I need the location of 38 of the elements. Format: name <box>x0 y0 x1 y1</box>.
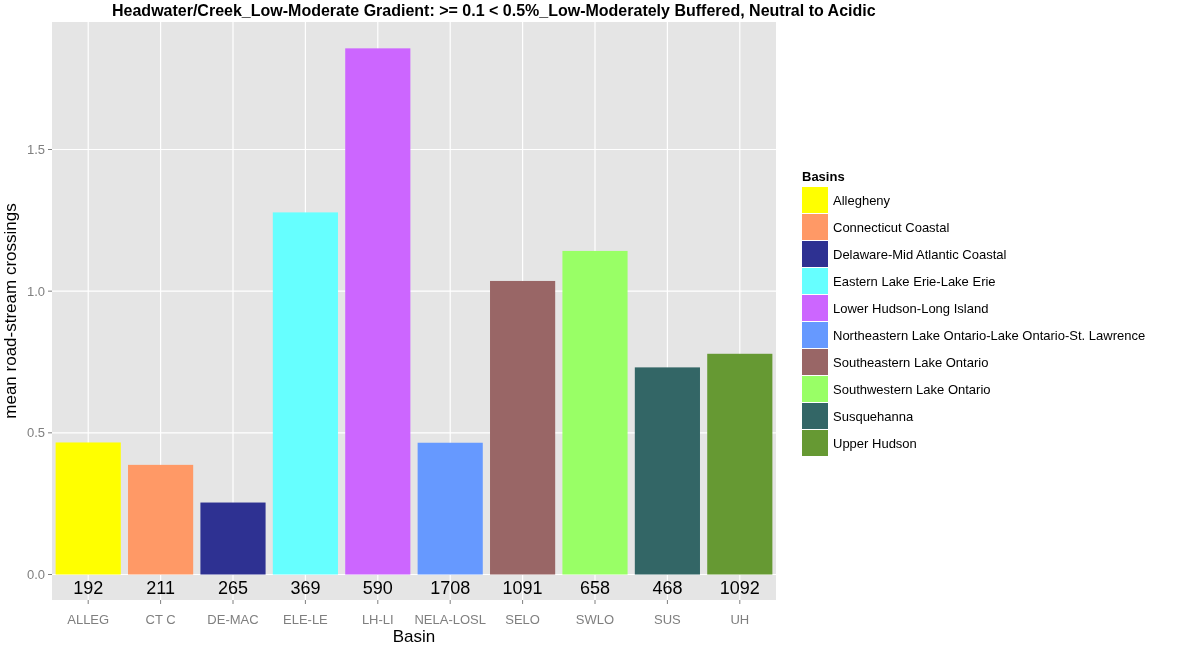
annotation: 1092 <box>719 577 760 598</box>
annotation: 192 <box>73 577 104 598</box>
legend-label: Southwestern Lake Ontario <box>833 381 991 397</box>
x-tick-label: NELA-LOSL <box>414 612 486 627</box>
annotation: 265 <box>217 577 249 598</box>
x-tick-label: SELO <box>505 612 540 627</box>
annotation: 590 <box>362 577 393 598</box>
x-tick-label: UH <box>730 612 750 627</box>
annotation: 658 <box>579 577 611 598</box>
y-tick-label: 1.5 <box>26 142 45 158</box>
x-tick-label: CT C <box>145 612 176 627</box>
x-axis-title: Basin <box>392 627 436 646</box>
annotation: 1091 <box>502 577 543 598</box>
x-tick-label: ELE-LE <box>282 612 329 627</box>
legend-label: Allegheny <box>833 192 891 208</box>
y-tick-label: 0.5 <box>26 425 45 441</box>
legend-label: Northeastern Lake Ontario-Lake Ontario-St. Lawrence <box>833 327 1146 343</box>
x-tick-label: LH-LI <box>361 612 394 627</box>
annotation: 369 <box>290 577 321 598</box>
x-tick-label: ALLEG <box>67 612 110 627</box>
y-tick-label: 0.0 <box>26 567 45 583</box>
legend-label: Upper Hudson <box>833 435 917 451</box>
annotation: 1708 <box>430 577 471 598</box>
legend-label: Connecticut Coastal <box>833 219 950 235</box>
x-tick-label: DE-MAC <box>207 612 259 627</box>
legend-label: Southeastern Lake Ontario <box>833 354 989 370</box>
x-tick-label: SWLO <box>575 612 615 627</box>
legend-label: Eastern Lake Erie-Lake Erie <box>833 273 996 289</box>
legend-label: Delaware-Mid Atlantic Coastal <box>833 246 1007 262</box>
chart-title: Headwater/Creek_Low-Moderate Gradient: >= 0.1 < 0.5%_Low-Moderately Buffered, Neutral to Acidic <box>112 2 876 19</box>
annotation: 211 <box>146 577 175 598</box>
y-tick-label: 1.0 <box>26 283 45 299</box>
legend-title: Basins <box>802 169 845 184</box>
legend-label: Lower Hudson-Long Island <box>833 300 989 316</box>
annotation: 468 <box>652 577 683 598</box>
x-tick-label: SUS <box>654 612 682 627</box>
y-axis-title: mean road-stream crossings <box>1 203 20 419</box>
legend-label: Susquehanna <box>833 408 915 424</box>
